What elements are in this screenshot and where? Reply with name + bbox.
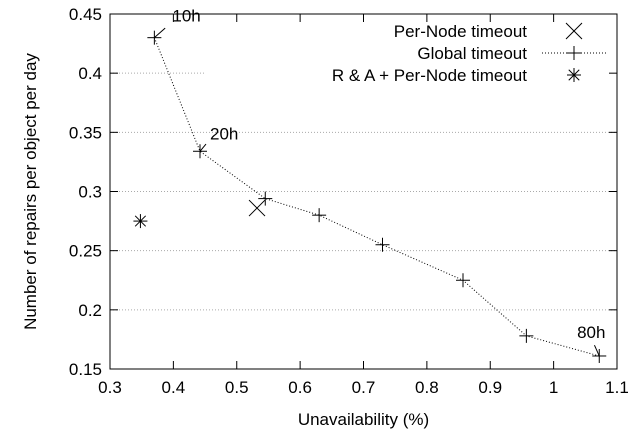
x-tick-label-0.7: 0.7 bbox=[352, 378, 376, 397]
x-tick-label-1: 1 bbox=[549, 378, 558, 397]
y-tick-label-0.3: 0.3 bbox=[78, 183, 102, 202]
annotation-leader-80h bbox=[593, 344, 600, 357]
legend-marker-r-a-per-node-timeout bbox=[567, 68, 581, 82]
x-axis-label: Unavailability (%) bbox=[298, 410, 429, 429]
y-tick-label-0.15: 0.15 bbox=[69, 360, 102, 379]
y-tick-label-0.45: 0.45 bbox=[69, 5, 102, 24]
data-point-global-timeout-4 bbox=[375, 237, 390, 252]
series-line-global-timeout bbox=[153, 37, 600, 357]
data-point-global-timeout-5 bbox=[455, 273, 470, 288]
x-tick-label-0.6: 0.6 bbox=[288, 378, 312, 397]
legend-marker-per-node-timeout bbox=[565, 22, 583, 40]
legend-label-per-node-timeout: Per-Node timeout bbox=[394, 22, 528, 41]
x-tick-label-0.3: 0.3 bbox=[98, 378, 122, 397]
y-tick-label-0.35: 0.35 bbox=[69, 123, 102, 142]
annotation-label-20h: 20h bbox=[210, 124, 238, 143]
legend-label-global-timeout: Global timeout bbox=[417, 44, 527, 63]
annotation-label-80h: 80h bbox=[577, 323, 605, 342]
x-tick-label-0.4: 0.4 bbox=[162, 378, 186, 397]
legend-marker-global-timeout bbox=[567, 46, 581, 60]
x-tick-label-1.1: 1.1 bbox=[605, 378, 629, 397]
data-point-per-node-timeout-0 bbox=[248, 199, 266, 217]
data-point-global-timeout-2 bbox=[258, 191, 273, 206]
legend-label-r-a-per-node-timeout: R & A + Per-Node timeout bbox=[332, 66, 527, 85]
annotation-label-10h: 10h bbox=[172, 7, 200, 26]
x-tick-label-0.8: 0.8 bbox=[415, 378, 439, 397]
x-tick-label-0.5: 0.5 bbox=[225, 378, 249, 397]
data-point-global-timeout-6 bbox=[519, 328, 534, 343]
data-point-r-a-per-node-timeout-0 bbox=[133, 214, 148, 229]
y-tick-label-0.25: 0.25 bbox=[69, 242, 102, 261]
y-axis-label: Number of repairs per object per day bbox=[21, 53, 40, 330]
y-tick-label-0.2: 0.2 bbox=[78, 301, 102, 320]
x-tick-label-0.9: 0.9 bbox=[478, 378, 502, 397]
data-point-global-timeout-3 bbox=[312, 208, 327, 223]
annotation-leader-10h bbox=[154, 27, 166, 39]
annotation-leader-20h bbox=[199, 143, 207, 152]
y-tick-label-0.4: 0.4 bbox=[78, 64, 102, 83]
